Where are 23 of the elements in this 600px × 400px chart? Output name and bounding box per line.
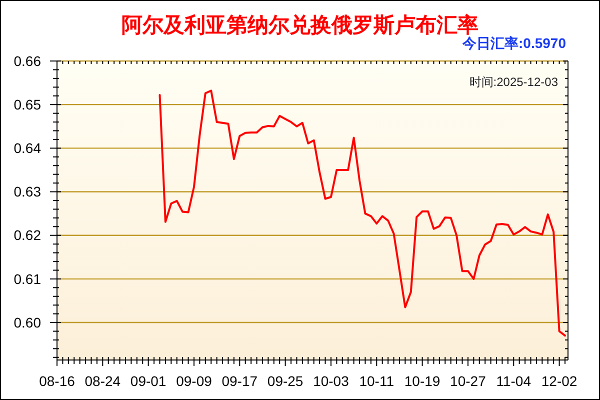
x-tick-label: 09-01 — [130, 373, 166, 389]
annotation: 时间:2025-12-03 — [469, 75, 558, 89]
line-series — [158, 90, 566, 337]
x-tick-label: 12-02 — [541, 373, 578, 389]
x-tick-label: 10-27 — [450, 373, 486, 389]
chart-subtitle: 今日汇率:0.5970 — [462, 35, 566, 51]
y-tick-label: 0.63 — [14, 184, 42, 200]
y-tick-label: 0.65 — [14, 96, 42, 112]
y-tick-label: 0.64 — [14, 140, 42, 156]
x-tick-label: 09-25 — [267, 373, 304, 389]
y-tick-label: 0.60 — [14, 314, 42, 330]
chart-title: 阿尔及利亚第纳尔兑换俄罗斯卢布汇率 — [122, 13, 478, 37]
x-tick-label: 11-04 — [496, 373, 532, 389]
x-tick-label: 10-11 — [359, 373, 394, 389]
x-tick-label: 09-09 — [176, 373, 212, 389]
y-tick-label: 0.62 — [14, 227, 42, 244]
y-tick-label: 0.61 — [14, 270, 42, 287]
x-tick-label: 08-24 — [84, 373, 121, 389]
x-tick-label: 09-17 — [222, 373, 258, 389]
x-tick-label: 10-03 — [313, 373, 350, 389]
y-tick-label: 0.66 — [14, 52, 42, 69]
x-tick-label: 10-19 — [404, 373, 440, 389]
x-tick-label: 08-16 — [39, 373, 76, 389]
